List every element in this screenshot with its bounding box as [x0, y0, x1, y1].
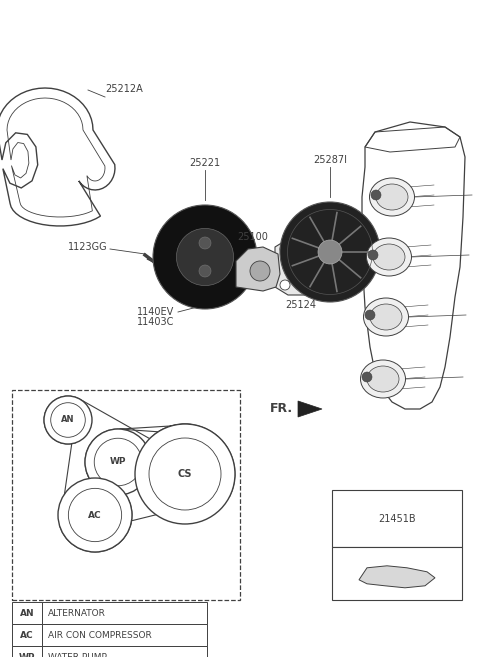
Text: ALTERNATOR: ALTERNATOR [48, 608, 106, 618]
Text: 25221: 25221 [190, 158, 221, 168]
Text: AC: AC [88, 510, 102, 520]
Text: 25212A: 25212A [105, 84, 143, 94]
Ellipse shape [373, 244, 405, 270]
Circle shape [280, 244, 290, 254]
Circle shape [306, 244, 316, 254]
Ellipse shape [363, 298, 408, 336]
Circle shape [153, 205, 257, 309]
Text: FR.: FR. [270, 403, 293, 415]
Circle shape [94, 438, 142, 486]
Circle shape [177, 229, 234, 286]
Bar [42, 624, 207, 646]
Polygon shape [298, 401, 322, 417]
Text: 21451B: 21451B [378, 514, 416, 524]
Circle shape [280, 280, 290, 290]
Ellipse shape [367, 366, 399, 392]
Text: WP: WP [110, 457, 126, 466]
Text: 25287I: 25287I [313, 155, 347, 165]
Circle shape [280, 202, 380, 302]
Text: WATER PUMP: WATER PUMP [48, 652, 107, 657]
Circle shape [368, 250, 378, 260]
Bar [42, 602, 207, 624]
Circle shape [149, 438, 221, 510]
Circle shape [371, 190, 381, 200]
Polygon shape [359, 566, 435, 588]
Circle shape [199, 265, 211, 277]
Circle shape [362, 372, 372, 382]
Ellipse shape [370, 178, 415, 216]
Text: WP: WP [19, 652, 35, 657]
Text: 25124: 25124 [286, 300, 316, 310]
Ellipse shape [367, 238, 411, 276]
Text: 1123GG: 1123GG [68, 242, 108, 252]
Circle shape [85, 429, 151, 495]
Text: CS: CS [178, 469, 192, 479]
Circle shape [135, 424, 235, 524]
Ellipse shape [360, 360, 406, 398]
Circle shape [68, 488, 121, 541]
Circle shape [51, 403, 85, 438]
Circle shape [250, 261, 270, 281]
Text: AIR CON COMPRESSOR: AIR CON COMPRESSOR [48, 631, 152, 639]
Polygon shape [275, 239, 325, 295]
Bar [12, 646, 42, 657]
Text: AC: AC [20, 631, 34, 639]
Circle shape [58, 478, 132, 552]
Text: 25100: 25100 [238, 232, 268, 242]
Bar [12, 624, 42, 646]
Circle shape [365, 310, 375, 320]
Polygon shape [236, 247, 280, 291]
Bar [12, 390, 240, 600]
Circle shape [199, 237, 211, 249]
Bar [12, 602, 42, 624]
Bar [332, 547, 462, 600]
Circle shape [318, 240, 342, 264]
Text: 11403C: 11403C [137, 317, 174, 327]
Bar [332, 490, 462, 547]
Text: AN: AN [20, 608, 34, 618]
Ellipse shape [370, 304, 402, 330]
Circle shape [44, 396, 92, 444]
Bar [42, 646, 207, 657]
Circle shape [306, 280, 316, 290]
Text: AN: AN [61, 415, 75, 424]
Text: 1140EV: 1140EV [137, 307, 174, 317]
Ellipse shape [376, 184, 408, 210]
